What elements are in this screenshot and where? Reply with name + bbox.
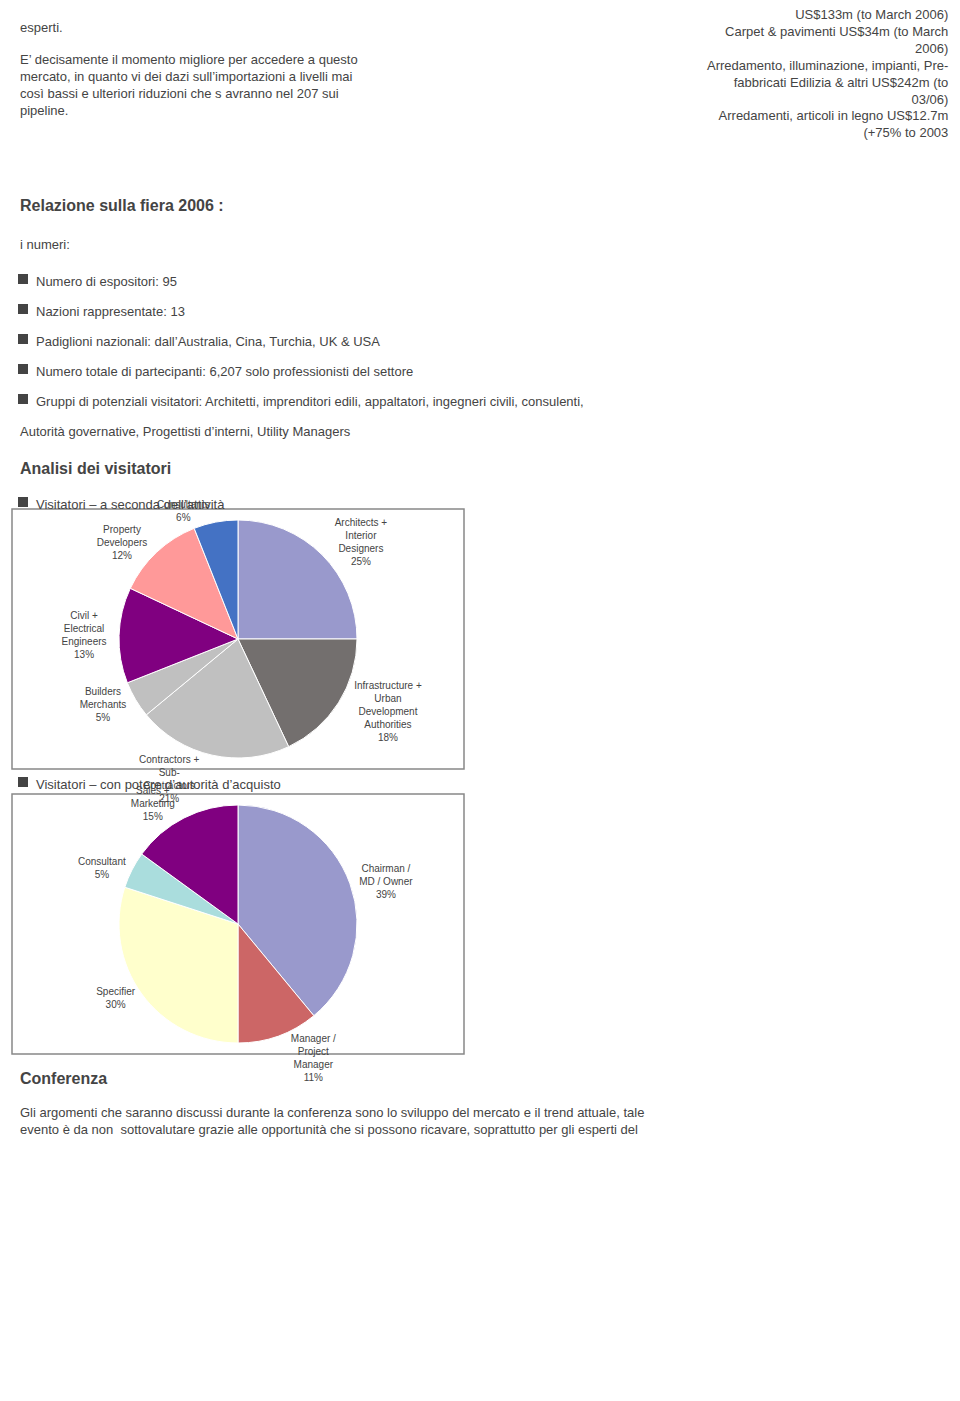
svg-text:Conferenza: Conferenza (20, 1070, 107, 1087)
svg-text:Consultants6%: Consultants6% (157, 499, 210, 523)
svg-text:Padiglioni nazionali: dall’Aus: Padiglioni nazionali: dall’Australia, Ci… (36, 334, 380, 349)
svg-text:Numero totale di partecipanti:: Numero totale di partecipanti: 6,207 sol… (36, 364, 413, 379)
svg-text:Nazioni rappresentate: 13: Nazioni rappresentate: 13 (36, 304, 185, 319)
svg-text:Gruppi di potenziali visitator: Gruppi di potenziali visitatori: Archite… (36, 394, 584, 409)
svg-text:E’ decisamente il momento migl: E’ decisamente il momento migliore per a… (20, 52, 358, 118)
svg-text:Consultant5%: Consultant5% (78, 856, 126, 880)
svg-text:Specifier30%: Specifier30% (96, 986, 136, 1010)
svg-text:Civil +ElectricalEngineers13%: Civil +ElectricalEngineers13% (62, 610, 107, 660)
svg-text:BuildersMerchants5%: BuildersMerchants5% (80, 686, 127, 723)
svg-text:Contractors +Sub-Contractors21: Contractors +Sub-Contractors21% (139, 754, 199, 804)
svg-text:PropertyDevelopers12%: PropertyDevelopers12% (97, 524, 148, 561)
svg-text:Visitatori – con potere d’auto: Visitatori – con potere d’autorità d’acq… (36, 777, 281, 792)
svg-text:Infrastructure +UrbanDevelopme: Infrastructure +UrbanDevelopmentAuthorit… (354, 680, 422, 743)
svg-text:Chairman /MD / Owner39%: Chairman /MD / Owner39% (359, 863, 413, 900)
svg-text:Numero di espositori: 95: Numero di espositori: 95 (36, 274, 177, 289)
svg-text:Visitatori – a seconda dell’at: Visitatori – a seconda dell’attività (36, 497, 225, 512)
svg-text:Manager /ProjectManager11%: Manager /ProjectManager11% (291, 1033, 336, 1083)
svg-text:Analisi dei visitatori: Analisi dei visitatori (20, 460, 171, 477)
svg-text:Sales +Marketing15%: Sales +Marketing15% (131, 785, 175, 822)
svg-text:i numeri:: i numeri: (20, 237, 70, 252)
svg-text:Architects +InteriorDesigners2: Architects +InteriorDesigners25% (335, 517, 388, 567)
svg-text:Gli argomenti che saranno disc: Gli argomenti che saranno discussi duran… (20, 1105, 644, 1137)
svg-text:esperti.: esperti. (20, 20, 63, 35)
svg-text:Relazione sulla fiera 2006 :: Relazione sulla fiera 2006 : (20, 197, 224, 214)
svg-text:Autorità governative, Progetti: Autorità governative, Progettisti d’inte… (20, 424, 351, 439)
svg-text:US$133m (to March 2006)Carpet: US$133m (to March 2006)Carpet & paviment… (707, 7, 948, 140)
